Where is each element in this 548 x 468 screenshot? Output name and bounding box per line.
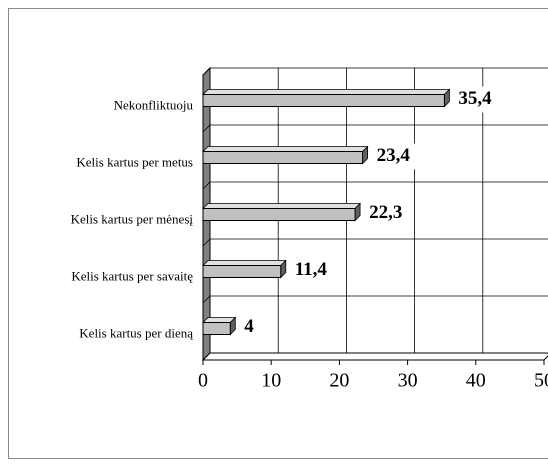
- bar-front: [202, 151, 364, 164]
- wall-line: [202, 67, 211, 76]
- y-tick-label: Kelis kartus per mėnesį: [71, 211, 194, 226]
- value-label-bg: [288, 257, 333, 284]
- wall-line: [202, 295, 211, 304]
- wall-line: [202, 181, 211, 190]
- x-tick-label: 0: [198, 370, 208, 392]
- y-tick-label: Kelis kartus per savaitę: [71, 268, 193, 283]
- bar-top: [202, 317, 237, 323]
- x-tick-label: 40: [466, 370, 486, 392]
- x-tick-label: 50: [534, 370, 548, 392]
- wall-line: [202, 238, 211, 247]
- bar: [202, 88, 451, 108]
- value-label: 23,4: [377, 145, 411, 166]
- bar-front: [202, 94, 445, 107]
- value-label: 4: [244, 316, 254, 337]
- bar-front: [202, 265, 282, 278]
- bar: [202, 316, 237, 336]
- x-tick-label: 10: [261, 370, 281, 392]
- value-label-bg: [370, 143, 416, 170]
- bar-top: [202, 203, 362, 209]
- bar: [202, 259, 287, 279]
- value-label: 22,3: [369, 202, 402, 223]
- x-tick-label: 20: [329, 370, 349, 392]
- bar-front: [202, 322, 231, 335]
- bar-top: [202, 260, 287, 266]
- floor: [201, 352, 548, 361]
- x-tick-label: 30: [398, 370, 418, 392]
- bar-top: [202, 89, 451, 95]
- y-tick-label: Kelis kartus per metus: [76, 154, 193, 169]
- y-tick-label: Nekonfliktuoju: [114, 97, 194, 112]
- value-label: 11,4: [295, 259, 328, 280]
- value-label: 35,4: [458, 88, 492, 109]
- bar: [202, 145, 369, 165]
- value-label-bg: [363, 200, 409, 227]
- value-label-bg: [452, 86, 498, 113]
- wall-line: [202, 124, 211, 133]
- value-label-bg: [238, 314, 260, 341]
- bar-front: [202, 208, 356, 221]
- bar: [202, 202, 362, 222]
- bar-top: [202, 146, 369, 152]
- y-tick-label: Kelis kartus per dieną: [79, 325, 193, 340]
- wall-line: [202, 352, 211, 361]
